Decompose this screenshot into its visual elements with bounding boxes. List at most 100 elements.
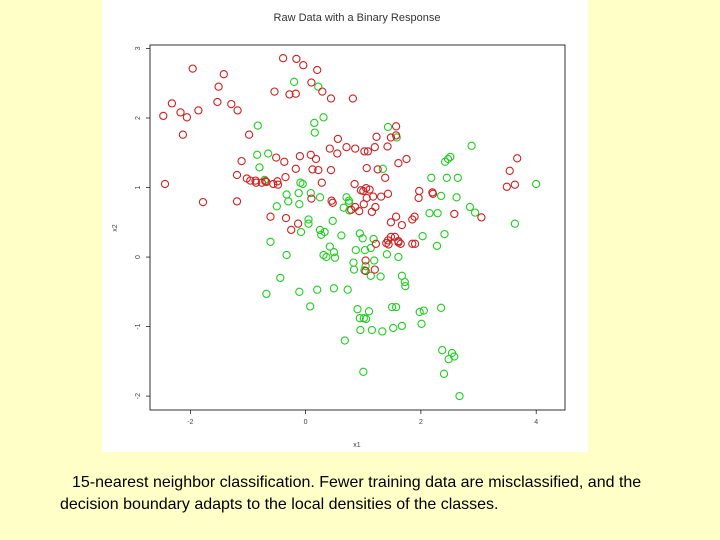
point-class-0 <box>294 188 303 198</box>
point-class-0 <box>276 273 285 283</box>
point-class-1 <box>348 94 358 103</box>
point-class-1 <box>281 213 291 223</box>
x-axis-label: x1 <box>353 442 361 449</box>
point-class-0 <box>415 307 424 317</box>
point-class-0 <box>304 215 313 224</box>
point-class-0 <box>349 265 359 274</box>
point-class-0 <box>470 208 480 217</box>
point-class-0 <box>364 307 374 316</box>
point-class-1 <box>391 212 401 221</box>
y-axis: -2 -1 0 1 2 3 <box>135 46 150 399</box>
y-tick-label: 2 <box>135 116 142 120</box>
point-class-1 <box>373 165 382 174</box>
point-class-1 <box>370 265 379 274</box>
point-class-0 <box>418 232 427 241</box>
point-class-0 <box>361 314 371 324</box>
point-class-0 <box>433 209 442 218</box>
point-class-1 <box>273 177 282 186</box>
point-class-1 <box>350 179 359 189</box>
point-class-1 <box>293 219 303 228</box>
point-class-1 <box>292 54 301 64</box>
point-class-0 <box>328 216 337 226</box>
point-class-0 <box>295 200 304 209</box>
point-class-0 <box>310 118 319 128</box>
point-class-1 <box>363 147 373 156</box>
y-tick-label: 0 <box>135 255 142 259</box>
point-class-1 <box>188 64 197 73</box>
point-class-1 <box>242 174 251 183</box>
point-class-0 <box>360 245 370 255</box>
point-class-1 <box>295 152 305 161</box>
point-class-0 <box>378 327 387 336</box>
point-class-0 <box>439 369 449 378</box>
point-class-1 <box>342 143 351 152</box>
point-class-1 <box>362 163 371 173</box>
point-class-1 <box>371 239 381 248</box>
point-class-1 <box>280 157 289 166</box>
point-class-1 <box>381 173 390 182</box>
point-class-1 <box>326 165 336 175</box>
point-class-1 <box>278 54 288 63</box>
point-class-1 <box>311 154 321 164</box>
point-class-1 <box>307 78 316 87</box>
point-class-1 <box>355 207 364 216</box>
point-class-0 <box>389 323 398 333</box>
point-class-0 <box>369 234 378 244</box>
point-class-1 <box>368 192 378 201</box>
point-class-0 <box>253 121 262 130</box>
point-class-0 <box>453 173 462 182</box>
point-class-0 <box>329 284 339 293</box>
point-class-1 <box>347 205 356 214</box>
point-class-0 <box>427 173 436 182</box>
point-class-0 <box>306 188 315 198</box>
point-class-1 <box>367 207 377 217</box>
point-class-1 <box>383 236 393 245</box>
y-tick-label: -2 <box>135 393 142 399</box>
x-tick-label: -2 <box>187 419 193 426</box>
y-tick-label: 1 <box>135 185 142 189</box>
point-class-1 <box>160 179 170 189</box>
point-class-1 <box>414 193 423 203</box>
point-class-1 <box>182 113 192 122</box>
point-class-0 <box>436 303 446 312</box>
point-class-1 <box>167 99 177 108</box>
point-class-0 <box>325 242 334 251</box>
point-class-1 <box>291 89 300 98</box>
point-class-1 <box>308 165 317 174</box>
point-class-0 <box>452 193 461 202</box>
point-class-0 <box>440 229 449 239</box>
point-class-1 <box>213 97 222 107</box>
point-class-1 <box>233 106 242 115</box>
y-tick-label: -1 <box>135 323 142 329</box>
point-class-1 <box>270 87 279 96</box>
chart-title: Raw Data with a Binary Response <box>274 12 441 24</box>
point-class-0 <box>442 173 451 182</box>
point-class-1 <box>266 212 275 221</box>
point-class-1 <box>362 193 371 203</box>
point-class-1 <box>333 149 342 158</box>
point-class-1 <box>281 172 290 182</box>
point-class-1 <box>386 218 396 227</box>
point-class-1 <box>257 178 266 187</box>
point-class-1 <box>408 239 417 248</box>
point-class-0 <box>344 196 354 205</box>
point-class-0 <box>366 271 375 280</box>
point-class-1 <box>299 61 308 70</box>
point-class-1 <box>306 150 315 159</box>
point-class-0 <box>264 149 273 158</box>
point-class-1 <box>244 130 254 139</box>
point-class-0 <box>387 302 397 312</box>
point-class-0 <box>356 325 365 335</box>
point-class-0 <box>340 336 349 345</box>
point-class-0 <box>455 391 464 401</box>
point-class-1 <box>307 194 316 203</box>
point-class-0 <box>366 243 375 253</box>
point-class-1 <box>415 186 424 196</box>
point-class-0 <box>378 164 388 173</box>
point-class-0 <box>444 355 453 364</box>
point-class-0 <box>360 266 369 275</box>
point-class-0 <box>272 202 281 211</box>
point-class-1 <box>402 154 411 164</box>
point-class-0 <box>253 150 262 159</box>
point-class-1 <box>351 144 360 153</box>
